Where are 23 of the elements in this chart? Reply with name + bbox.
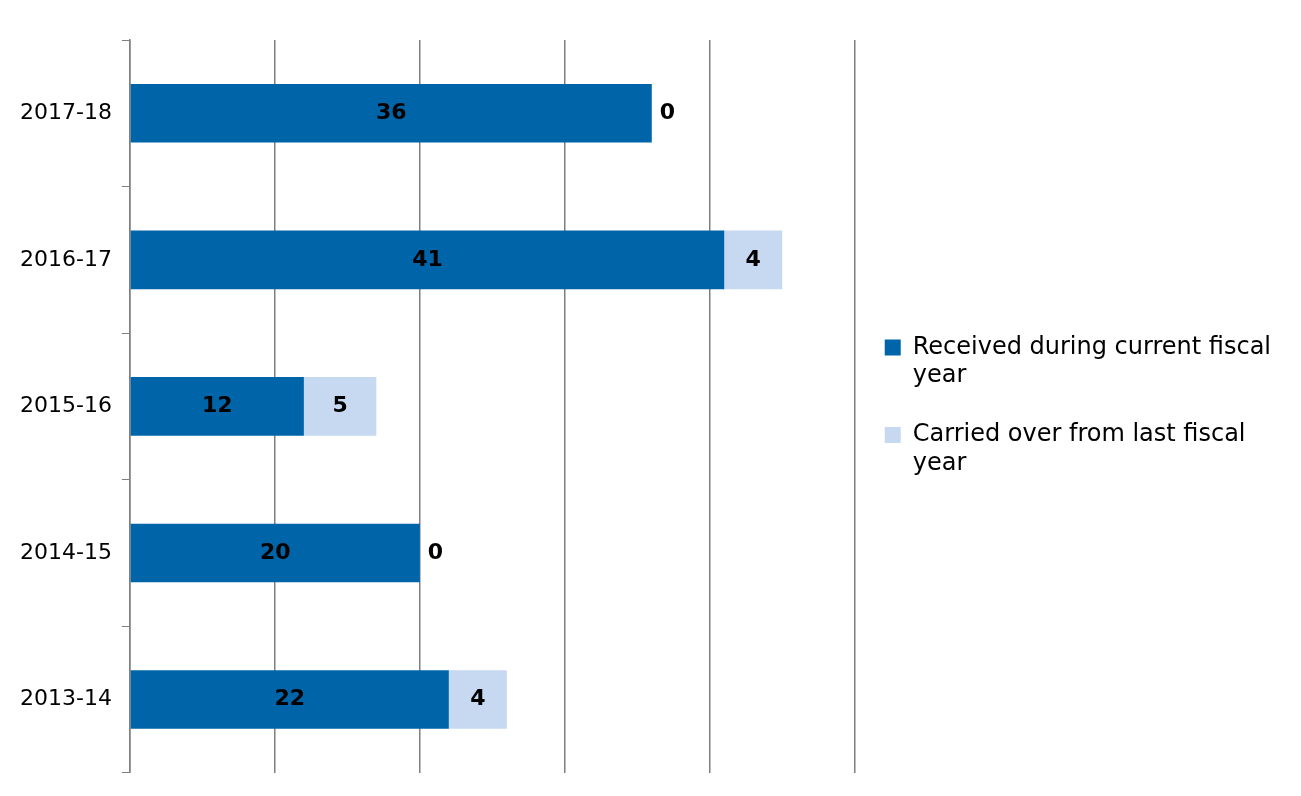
bar xyxy=(303,377,377,436)
y-tick-label: 2014-15 xyxy=(20,538,112,564)
data-label: 0 xyxy=(659,99,676,124)
y-tick-label: 2016-17 xyxy=(20,245,112,271)
legend-label: Carried over from last fiscal year xyxy=(912,419,1246,477)
data-label: 4 xyxy=(470,685,486,711)
y-tick-label: 2013-14 xyxy=(20,685,112,711)
y-tick-label: 2017-18 xyxy=(20,99,112,124)
y-tick-label: 2015-16 xyxy=(20,392,112,418)
bar xyxy=(130,670,449,729)
data-label: 20 xyxy=(259,538,291,564)
data-label: 4 xyxy=(745,245,761,271)
bar xyxy=(130,230,725,290)
data-label: 22 xyxy=(274,685,306,711)
bar xyxy=(448,670,507,729)
data-label: 36 xyxy=(375,99,407,124)
data-label: 5 xyxy=(332,392,348,418)
bar xyxy=(130,377,304,436)
data-label: 41 xyxy=(412,245,443,271)
data-label: 12 xyxy=(201,392,233,418)
bar xyxy=(724,230,783,290)
data-label: 0 xyxy=(427,538,444,564)
legend-label: Received during current fiscal year xyxy=(912,331,1271,389)
